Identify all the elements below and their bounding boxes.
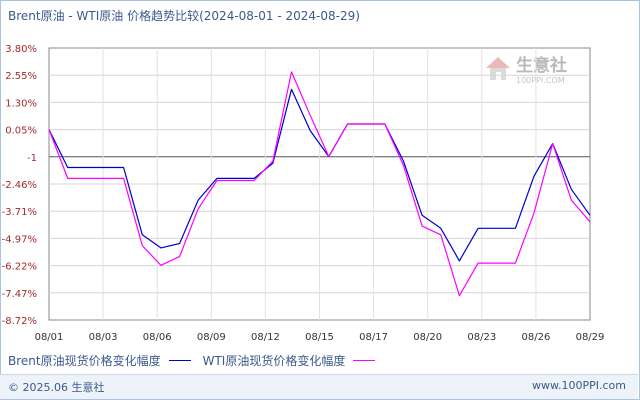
- legend-brent-swatch: [168, 360, 191, 361]
- watermark-logo: 生意社 100PPI.COM: [482, 52, 592, 88]
- x-tick-label: 08/17: [359, 332, 388, 343]
- legend: Brent原油现货价格变化幅度 WTI原油现货价格变化幅度: [8, 352, 387, 369]
- y-tick-label: -6.22%: [2, 262, 37, 273]
- x-tick-label: 08/29: [576, 332, 605, 343]
- y-tick-label: -7.47%: [2, 289, 37, 300]
- series-line-brent: [48, 88, 591, 262]
- y-tick-label: 2.55%: [5, 71, 37, 82]
- footer: © 2025.06 生意社 www.100PPI.com: [0, 374, 638, 399]
- y-tick-label: -2.46%: [2, 180, 37, 191]
- x-tick-label: 08/23: [467, 332, 496, 343]
- series-line-wti: [48, 71, 591, 297]
- x-tick-label: 08/09: [197, 332, 226, 343]
- legend-brent-label: Brent原油现货价格变化幅度: [8, 354, 161, 368]
- y-tick-label: 1.30%: [5, 98, 37, 109]
- chart-title: Brent原油 - WTI原油 价格趋势比较(2024-08-01 - 2024…: [8, 9, 360, 23]
- footer-copyright: © 2025.06 生意社: [8, 381, 105, 394]
- y-tick-label: -4.97%: [2, 234, 37, 245]
- footer-site-link[interactable]: www.100PPI.com: [532, 379, 626, 392]
- y-tick-label: -3.71%: [2, 207, 37, 218]
- x-tick-label: 08/03: [89, 332, 118, 343]
- x-tick-label: 08/12: [251, 332, 280, 343]
- watermark-name: 生意社: [516, 55, 567, 76]
- x-tick-label: 08/20: [413, 332, 442, 343]
- y-tick-label: -1: [27, 153, 37, 164]
- x-tick-label: 08/01: [35, 332, 64, 343]
- house-icon: [486, 57, 510, 80]
- x-tick-label: 08/26: [521, 332, 550, 343]
- y-tick-label: -8.72%: [2, 316, 37, 327]
- watermark-url: 100PPI.COM: [516, 76, 565, 85]
- x-tick-label: 08/06: [143, 332, 172, 343]
- y-tick-label: 0.05%: [5, 126, 37, 137]
- y-tick-label: 3.80%: [5, 44, 37, 55]
- legend-wti-swatch: [353, 360, 376, 361]
- legend-wti-label: WTI原油现货价格变化幅度: [202, 354, 346, 368]
- x-tick-label: 08/15: [305, 332, 334, 343]
